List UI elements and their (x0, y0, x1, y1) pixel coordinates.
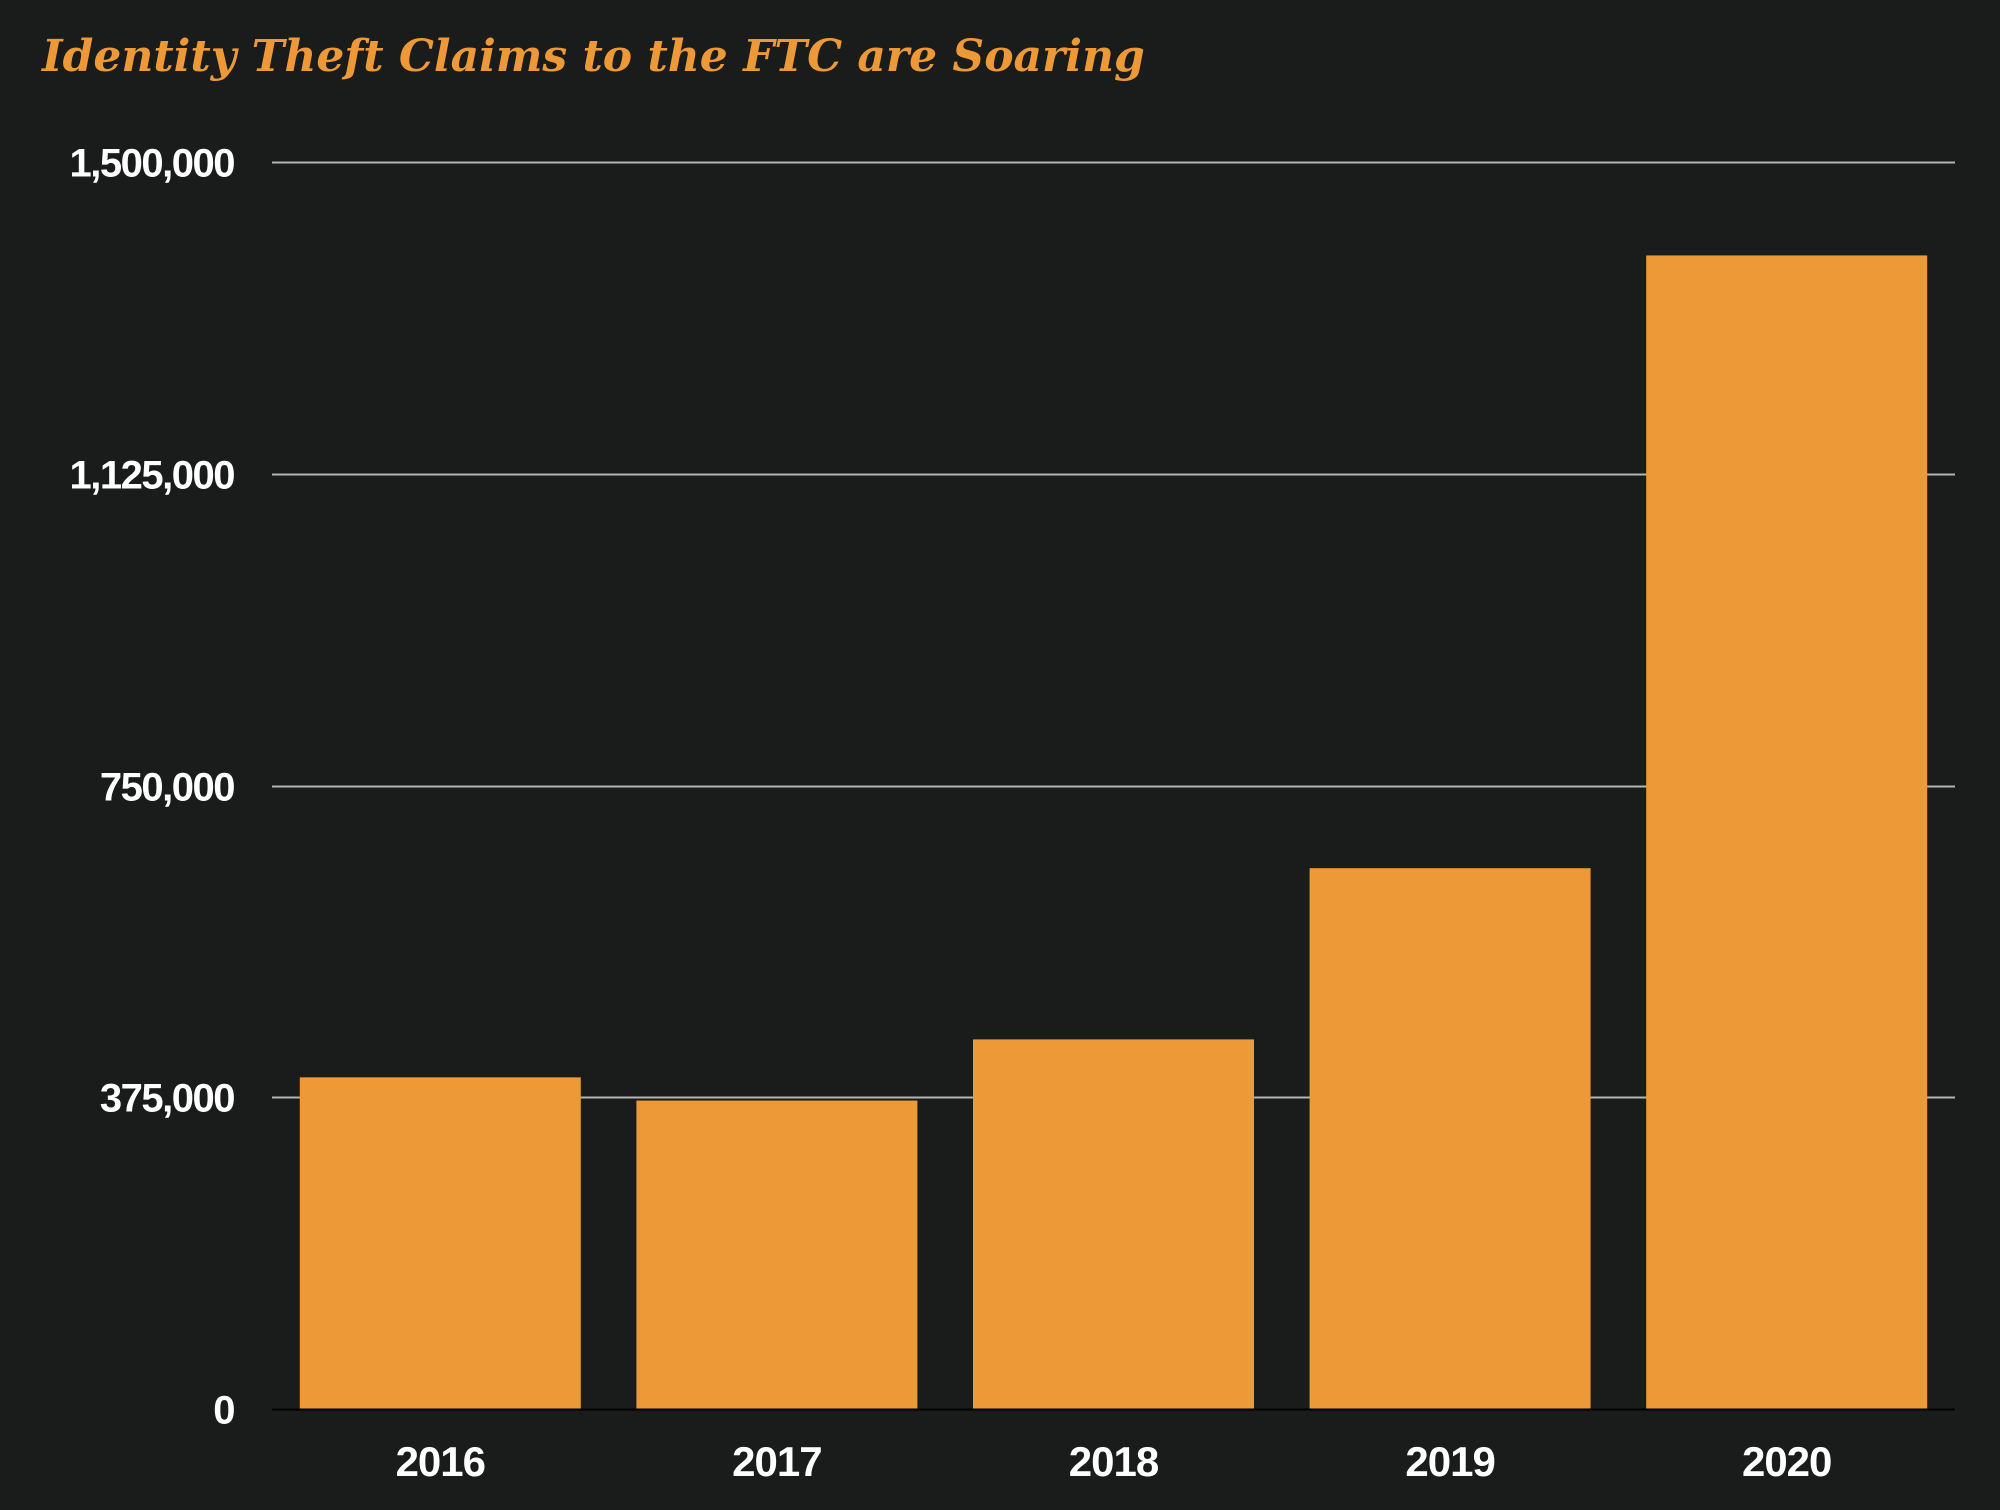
y-tick-label: 1,500,000 (70, 142, 235, 186)
y-tick-label: 1,125,000 (70, 454, 235, 498)
x-tick-label: 2017 (732, 1438, 821, 1485)
y-tick-label: 750,000 (100, 766, 234, 810)
chart-title: Identity Theft Claims to the FTC are Soa… (42, 31, 1145, 82)
y-tick-label: 0 (213, 1389, 234, 1433)
x-axis-tick-labels: 2016 2017 2018 2019 2020 (396, 1438, 1833, 1485)
bar-2018 (973, 1039, 1254, 1409)
bar-2017 (636, 1100, 918, 1409)
x-tick-label: 2018 (1069, 1438, 1159, 1485)
bar-2016 (299, 1077, 581, 1409)
bar-2019 (1309, 868, 1591, 1409)
bar-2020 (1646, 255, 1928, 1409)
y-axis-tick-labels: 0 375,000 750,000 1,125,000 1,500,000 (70, 142, 236, 1433)
x-tick-label: 2016 (396, 1438, 485, 1485)
x-tick-label: 2020 (1742, 1438, 1831, 1485)
x-tick-label: 2019 (1405, 1438, 1494, 1485)
bars (299, 255, 1928, 1409)
y-tick-label: 375,000 (100, 1077, 234, 1121)
